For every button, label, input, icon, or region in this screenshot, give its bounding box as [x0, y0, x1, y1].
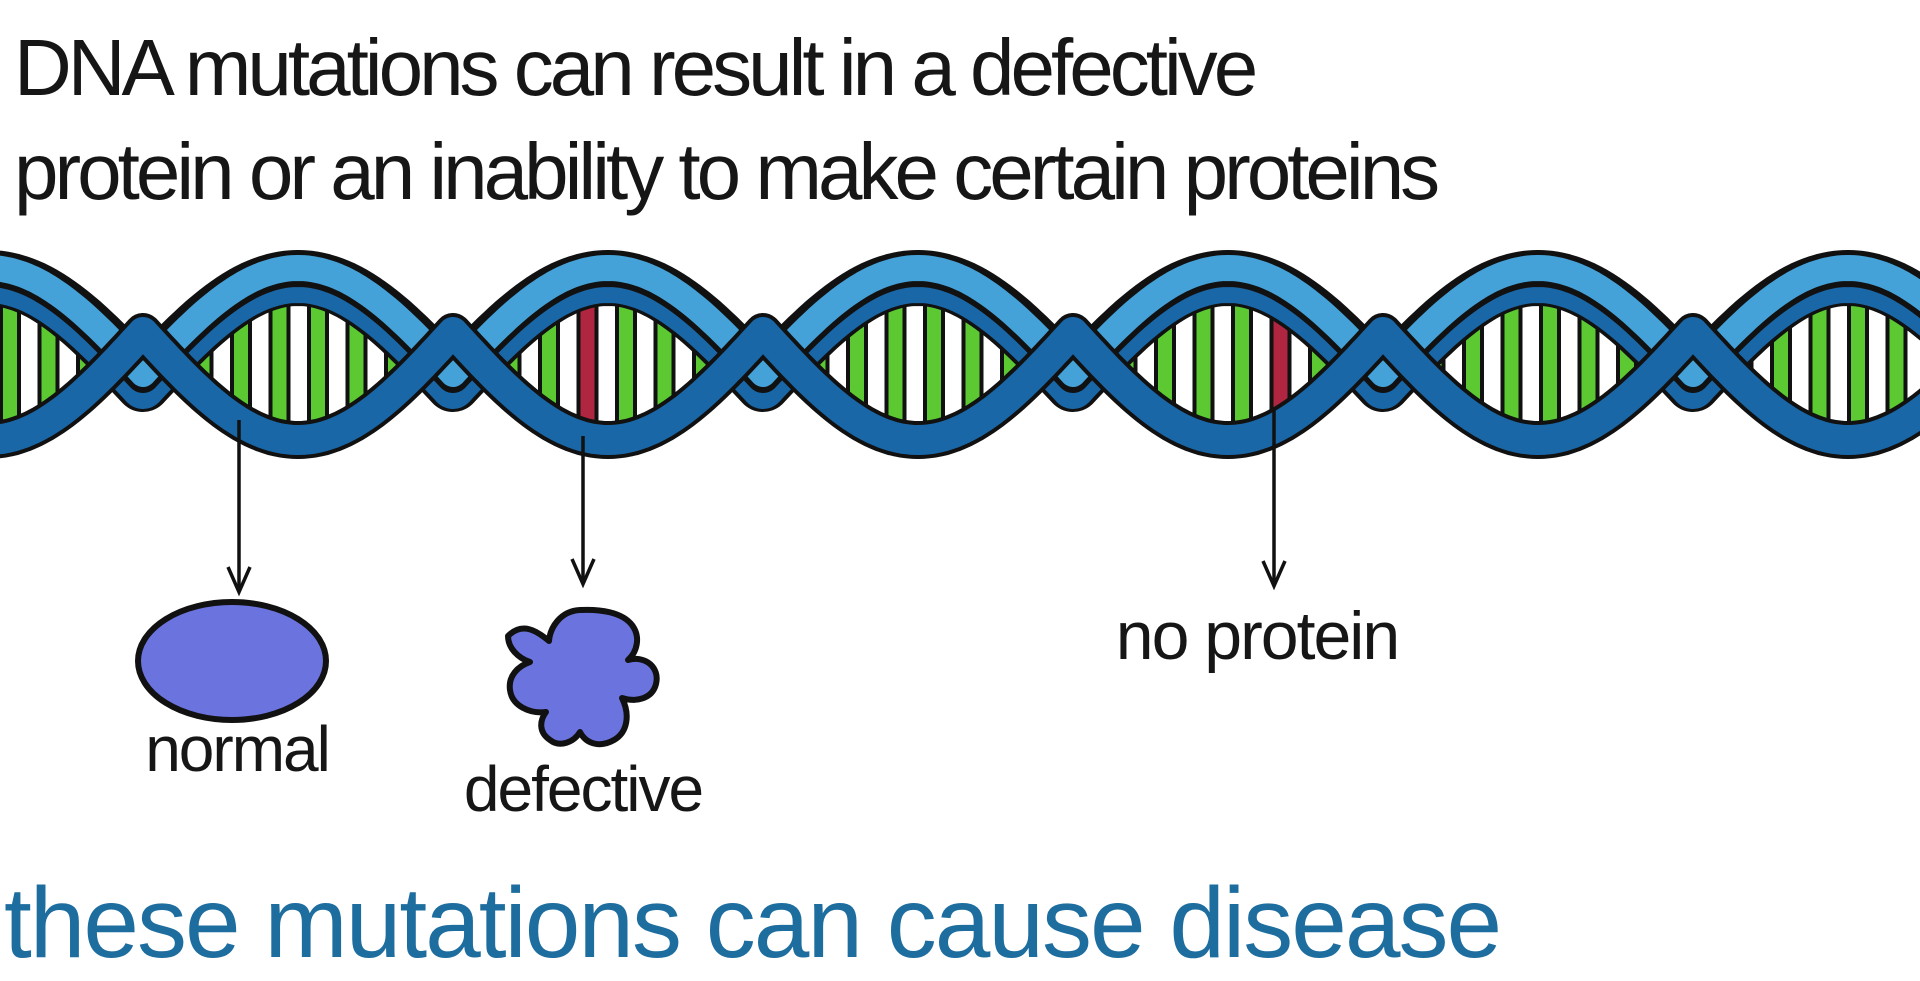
defective-protein-shape: [505, 606, 660, 748]
arrow-to-no-protein: [1261, 410, 1287, 591]
dna-rung-mutated: [576, 292, 599, 432]
normal-protein-shape: [135, 599, 329, 723]
footer-caption: these mutations can cause disease: [4, 867, 1502, 979]
label-defective-protein: defective: [463, 753, 704, 825]
dna-strand-dark: [0, 317, 1920, 455]
dna-rung: [1500, 293, 1523, 431]
arrow-head: [570, 558, 596, 589]
dna-rung: [923, 291, 945, 433]
dna-strand-light: [0, 255, 1920, 387]
dna-rung: [1539, 290, 1561, 434]
label-normal-protein: normal: [145, 713, 331, 785]
dna-rung: [1192, 293, 1215, 431]
dna-rung: [884, 292, 907, 432]
dna-rung: [307, 292, 329, 432]
label-no-protein: no protein: [1115, 598, 1400, 674]
dna-rung: [1847, 290, 1869, 434]
title-line-1: DNA mutations can result in a defective: [14, 23, 1258, 112]
title-line-2: protein or an inability to make certain …: [14, 127, 1440, 216]
dna-rung: [1231, 291, 1253, 433]
dna-rung: [1808, 294, 1831, 430]
arrow-to-normal: [226, 420, 252, 597]
arrow-head: [226, 566, 252, 597]
dna-rung: [0, 292, 21, 432]
dna-rung: [615, 291, 637, 433]
page-title: DNA mutations can result in a defective …: [14, 16, 1440, 224]
arrow-head: [1261, 560, 1287, 591]
arrow-to-defective: [570, 436, 596, 589]
dna-rung: [268, 291, 291, 433]
